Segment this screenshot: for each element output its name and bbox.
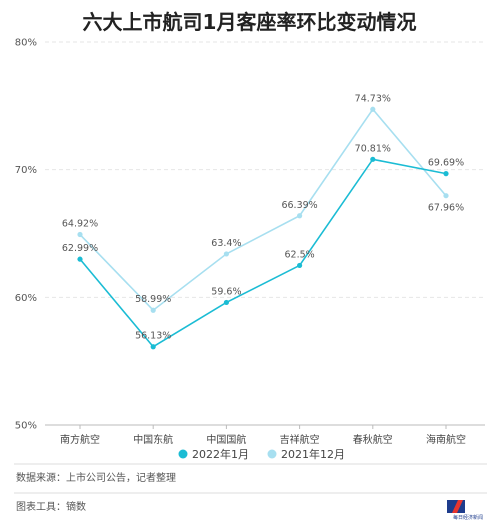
data-label: 59.6% <box>211 286 241 297</box>
data-label: 56.13% <box>135 331 171 342</box>
series-line <box>79 107 447 312</box>
y-tick-label: 60% <box>15 293 37 304</box>
y-tick-label: 80% <box>15 38 37 49</box>
grid-lines <box>45 41 485 426</box>
data-label: 62.99% <box>62 243 98 254</box>
x-tick-label: 海南航空 <box>426 433 466 446</box>
logo-text: 每日经济新闻 <box>453 514 483 521</box>
data-point <box>77 231 83 238</box>
data-label: 63.4% <box>211 238 241 249</box>
data-label: 74.73% <box>355 93 391 104</box>
data-label: 58.99% <box>135 294 171 305</box>
chart-title: 六大上市航司1月客座率环比变动情况 <box>83 10 417 34</box>
data-point <box>443 193 449 199</box>
logo-stripe <box>452 500 463 513</box>
data-point <box>297 262 303 269</box>
data-label: 70.81% <box>355 143 391 154</box>
data-label: 69.69% <box>428 158 464 169</box>
x-tick-label: 南方航空 <box>60 433 100 446</box>
series-lines <box>77 106 449 350</box>
data-labels: 62.99% 56.13% 59.6% 62.5% 70.81% 69.69% 64.92%… <box>62 93 464 341</box>
publisher-logo: 每日经济新闻 <box>447 500 483 521</box>
data-point <box>223 299 229 306</box>
data-point <box>370 106 376 112</box>
data-point <box>77 256 83 262</box>
data-point <box>150 344 156 350</box>
data-label: 64.92% <box>62 219 98 230</box>
axes: 80% 70% 60% 50% 南方航空 中国东航 中国国航 吉祥航空 春秋航空 海南航空 <box>15 38 466 447</box>
y-tick-label: 50% <box>15 421 37 432</box>
data-point <box>150 307 156 313</box>
legend-marker <box>178 449 188 459</box>
data-label: 62.5% <box>285 249 315 260</box>
x-tick-label: 中国东航 <box>133 433 173 446</box>
data-label: 67.96% <box>428 203 464 214</box>
data-label: 66.39% <box>281 200 317 211</box>
tool-note: 图表工具：镝数 <box>16 500 86 513</box>
legend-label: 2021年12月 <box>281 447 345 461</box>
x-tick-label: 中国国航 <box>206 433 246 446</box>
legend: 2022年1月 2021年12月 <box>178 447 345 461</box>
data-point <box>370 156 376 162</box>
legend-label: 2022年1月 <box>192 447 249 461</box>
source-note: 数据来源：上市公司公告，记者整理 <box>16 471 176 484</box>
y-tick-label: 70% <box>15 165 37 176</box>
data-point <box>297 213 303 219</box>
legend-marker <box>267 449 277 459</box>
x-tick-label: 春秋航空 <box>353 433 393 446</box>
data-point <box>223 251 229 257</box>
series-line <box>79 158 447 348</box>
data-point <box>443 171 449 177</box>
x-tick-label: 吉祥航空 <box>280 433 320 446</box>
